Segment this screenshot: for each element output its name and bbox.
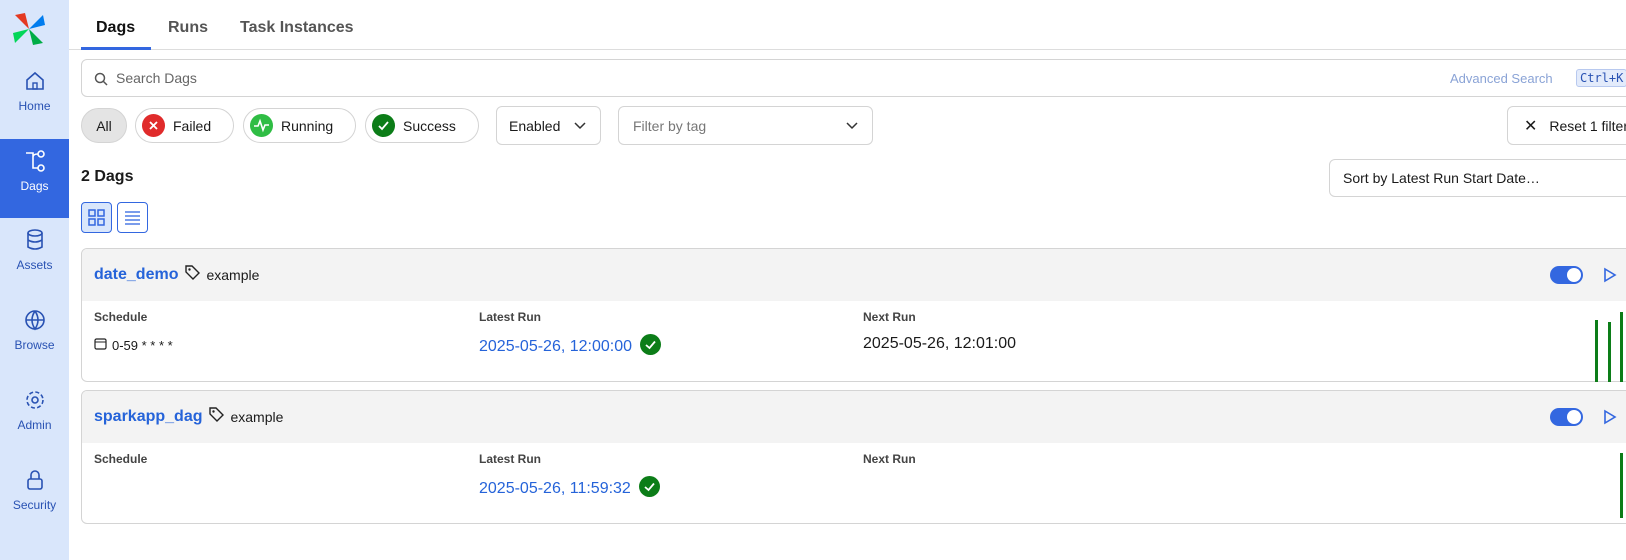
column-label: Schedule xyxy=(94,452,148,466)
tag-placeholder: Filter by tag xyxy=(633,117,707,134)
state-filter[interactable]: All xyxy=(81,108,127,143)
dag-name[interactable]: sparkapp_dag xyxy=(94,407,203,425)
latest-run: 2025-05-26, 12:00:00 xyxy=(479,334,662,360)
dag-count: 2 Dags xyxy=(81,168,134,185)
nav-label: Home xyxy=(18,99,51,113)
nav-item[interactable]: Browse xyxy=(0,298,69,377)
nav-icon xyxy=(26,229,43,250)
state-filter[interactable]: Success xyxy=(365,108,479,143)
sort-select[interactable]: Sort by Latest Run Start Date… xyxy=(1329,159,1626,197)
nav-item[interactable]: Assets xyxy=(0,218,69,297)
tag-icon xyxy=(208,406,225,427)
run-bar xyxy=(1620,312,1623,382)
nav-icon xyxy=(24,310,45,331)
dag-card: sparkapp_dag example Schedule Latest Run Nex… xyxy=(81,390,1626,524)
toggle-knob xyxy=(1567,410,1581,424)
schedule-value: 0-59 * * * * xyxy=(112,337,173,353)
latest-run-link[interactable]: 2025-05-26, 12:00:00 xyxy=(479,338,633,355)
tab[interactable]: Task Instances xyxy=(240,19,354,36)
state-filter[interactable]: Failed xyxy=(135,108,234,143)
enabled-select[interactable]: Enabled xyxy=(496,106,601,145)
state-icon xyxy=(250,114,273,137)
search-box[interactable]: Search Dags Advanced Search Ctrl+K xyxy=(81,59,1626,97)
sort-label: Sort by Latest Run Start Date… xyxy=(1343,170,1540,186)
dag-card-header: sparkapp_dag example xyxy=(82,391,1626,443)
state-label: Failed xyxy=(173,117,212,134)
schedule: 0-59 * * * * xyxy=(94,337,173,353)
search-icon xyxy=(94,72,108,86)
enabled-label: Enabled xyxy=(509,117,561,134)
search-placeholder: Search Dags xyxy=(116,70,197,86)
state-label: Success xyxy=(403,117,456,134)
nav-item[interactable]: Admin xyxy=(0,378,69,457)
nav-label: Security xyxy=(12,498,57,512)
nav-item[interactable]: Dags xyxy=(0,139,69,218)
tab-border xyxy=(69,49,1626,50)
calendar-icon xyxy=(94,337,107,353)
latest-run-link[interactable]: 2025-05-26, 11:59:32 xyxy=(479,480,631,497)
card-view-button[interactable] xyxy=(81,202,112,233)
nav-label: Admin xyxy=(17,418,52,432)
close-icon: ✕ xyxy=(1524,117,1538,135)
nav-item[interactable]: Security xyxy=(0,458,69,537)
grid-icon xyxy=(88,209,105,226)
pause-toggle[interactable] xyxy=(1550,266,1583,284)
tab[interactable]: Runs xyxy=(168,19,208,36)
tab-underline xyxy=(81,47,151,50)
column-label: Next Run xyxy=(863,310,916,324)
dag-header-row: sparkapp_dag example xyxy=(94,406,283,427)
dag-card: date_demo example Schedule Latest Run Next R… xyxy=(81,248,1626,382)
nav-icon xyxy=(25,391,44,409)
state-label: All xyxy=(96,117,112,134)
run-bar xyxy=(1608,322,1611,382)
toggle-knob xyxy=(1567,268,1581,282)
dag-name[interactable]: date_demo xyxy=(94,265,179,283)
column-label: Latest Run xyxy=(479,452,542,466)
nav-label: Browse xyxy=(14,338,55,352)
nav-label: Dags xyxy=(20,179,49,193)
dag-tag: example xyxy=(206,266,260,283)
column-label: Next Run xyxy=(863,452,916,466)
nav-label: Assets xyxy=(16,258,53,272)
state-icon xyxy=(142,114,165,137)
sidebar xyxy=(0,0,69,560)
chevron xyxy=(846,121,858,129)
tag-icon xyxy=(184,264,201,285)
state-filter[interactable]: Running xyxy=(243,108,356,143)
trigger-button[interactable] xyxy=(1603,409,1617,430)
list-view-button[interactable] xyxy=(117,202,148,233)
nav-icon xyxy=(25,71,44,90)
latest-run: 2025-05-26, 11:59:32 xyxy=(479,476,660,502)
dag-card-header: date_demo example xyxy=(82,249,1626,301)
column-label: Latest Run xyxy=(479,310,542,324)
dag-header-row: date_demo example xyxy=(94,264,259,285)
run-bar xyxy=(1595,320,1598,382)
dag-tag: example xyxy=(230,408,284,425)
logo[interactable] xyxy=(11,11,47,47)
shortcut: Ctrl+K xyxy=(1576,69,1626,87)
trigger-button[interactable] xyxy=(1603,267,1617,288)
run-bar xyxy=(1620,453,1623,518)
nav-item[interactable]: Home xyxy=(0,59,69,138)
state-icon xyxy=(372,114,395,137)
column-label: Schedule xyxy=(94,310,148,324)
run-state-icon xyxy=(640,334,662,360)
tag-filter[interactable]: Filter by tag xyxy=(618,106,873,145)
state-label: Running xyxy=(281,117,334,134)
advanced-search[interactable]: Advanced Search xyxy=(1450,71,1553,86)
next-run: 2025-05-26, 12:01:00 xyxy=(863,335,1017,352)
list-icon xyxy=(125,211,140,225)
nav-icon xyxy=(25,150,45,172)
run-state-icon xyxy=(638,476,660,502)
tab[interactable]: Dags xyxy=(96,19,136,36)
chevron xyxy=(574,121,586,129)
reset-label: Reset 1 filter xyxy=(1549,117,1626,134)
reset-button[interactable]: ✕ Reset 1 filter xyxy=(1507,106,1626,145)
pause-toggle[interactable] xyxy=(1550,408,1583,426)
nav-icon xyxy=(26,470,43,490)
